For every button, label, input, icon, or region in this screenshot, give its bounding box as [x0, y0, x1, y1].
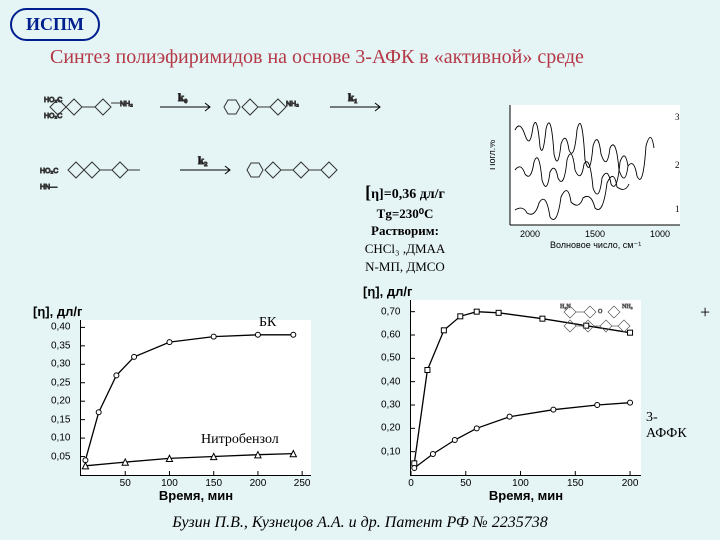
svg-text:Погл.%: Погл.%: [490, 140, 497, 170]
svg-text:2: 2: [675, 160, 680, 170]
monomer-inset: H₂N O NH₂: [560, 298, 700, 333]
svg-text:Волновое число, см⁻¹: Волновое число, см⁻¹: [550, 240, 641, 250]
svg-text:2000: 2000: [520, 229, 540, 239]
plus-sign: +: [700, 302, 710, 323]
svg-text:k₁: k₁: [348, 92, 357, 104]
solvents-1: CHCl₃ ,ДМАА: [320, 240, 490, 258]
svg-text:H₂N: H₂N: [560, 304, 571, 310]
slide-title: Синтез полиэфиримидов на основе 3-АФК в …: [50, 46, 700, 69]
citation: Бузин П.В., Кузнецов А.А. и др. Патент Р…: [0, 514, 720, 532]
soluble-label: Растворим:: [320, 222, 490, 240]
svg-text:HO₂C: HO₂C: [40, 168, 58, 175]
eta-value: η]=0,36 дл/г: [371, 187, 445, 202]
series-label: 3-АФФК: [646, 410, 687, 442]
svg-text:O: O: [598, 309, 603, 315]
svg-text:NH₂: NH₂: [622, 304, 633, 310]
svg-text:3: 3: [675, 112, 680, 122]
svg-text:NH₂: NH₂: [120, 101, 133, 108]
svg-text:1500: 1500: [585, 229, 605, 239]
svg-text:1000: 1000: [650, 229, 670, 239]
tg-value: Tg=230⁰С: [320, 205, 490, 223]
svg-text:k₂: k₂: [198, 155, 208, 167]
polymer-properties: [η]=0,36 дл/г Tg=230⁰С Растворим: CHCl₃ …: [320, 180, 490, 275]
org-badge: ИСПМ: [10, 8, 100, 41]
svg-text:NH₂: NH₂: [286, 101, 299, 108]
svg-text:HN—: HN—: [40, 184, 57, 191]
svg-text:HO₂C: HO₂C: [44, 113, 62, 120]
solvents-2: N-МП, ДМСО: [320, 258, 490, 276]
svg-text:k₀: k₀: [178, 92, 188, 104]
ir-spectrum: 2000 1500 1000 Волновое число, см⁻¹ Погл…: [490, 100, 690, 250]
svg-text:HO₂C: HO₂C: [44, 97, 62, 104]
svg-text:1: 1: [675, 204, 680, 214]
